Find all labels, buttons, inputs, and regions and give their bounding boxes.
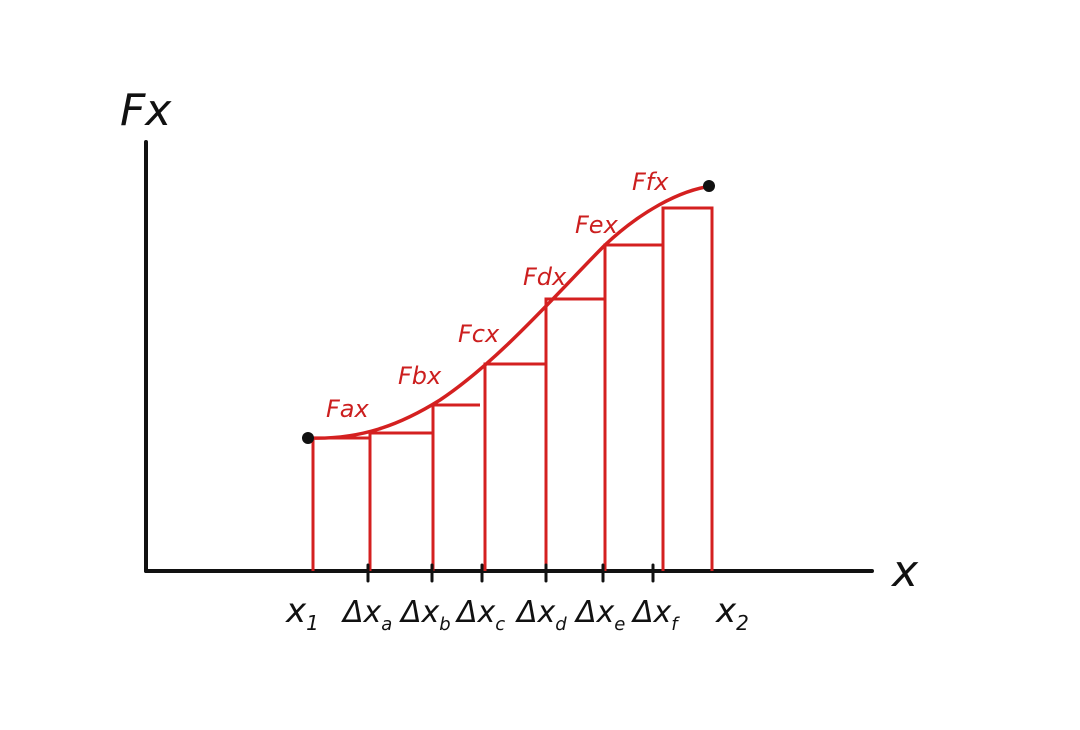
strips-group <box>311 206 714 571</box>
x-end-sub: 2 <box>736 611 749 635</box>
x-start-text: x <box>285 591 307 631</box>
delta-e-text: Δx <box>574 595 615 630</box>
delta-b-sub: b <box>439 614 450 635</box>
delta-c-text: Δx <box>455 595 496 630</box>
delta-label-b: Δxb <box>399 595 451 635</box>
delta-a-sub: a <box>381 614 392 635</box>
strip-e <box>544 297 605 571</box>
strip-f <box>603 243 663 571</box>
x-start-sub: 1 <box>306 611 319 635</box>
start-point <box>302 432 314 444</box>
strip-label-c: Fcx <box>458 320 500 348</box>
strip-g <box>661 206 714 571</box>
delta-d-sub: d <box>555 614 567 635</box>
delta-label-c: Δxc <box>455 595 505 635</box>
strip-a <box>311 436 372 571</box>
x-axis-label: x <box>890 546 919 597</box>
end-point <box>703 180 715 192</box>
strip-label-b: Fbx <box>398 362 442 390</box>
strip-label-d: Fdx <box>523 263 567 291</box>
delta-d-text: Δx <box>515 595 556 630</box>
strip-label-a: Fax <box>326 395 370 423</box>
x-start-label: x1 <box>285 591 319 635</box>
delta-label-d: Δxd <box>515 595 567 635</box>
delta-b-text: Δx <box>399 595 440 630</box>
delta-e-sub: e <box>614 614 625 635</box>
delta-c-sub: c <box>495 614 505 635</box>
delta-f-sub: f <box>671 614 680 635</box>
delta-label-e: Δxe <box>574 595 625 635</box>
y-axis-label: Fx <box>120 85 172 136</box>
delta-label-f: Δxf <box>631 595 680 635</box>
strip-label-f: Ffx <box>632 168 669 196</box>
strip-label-e: Fex <box>575 211 619 239</box>
strip-c <box>431 403 480 571</box>
force-curve <box>306 184 714 440</box>
strip-b <box>368 431 435 571</box>
tick-marks <box>366 563 655 583</box>
delta-a-text: Δx <box>341 595 382 630</box>
delta-label-a: Δxa <box>341 595 392 635</box>
x-end-label: x2 <box>715 591 749 635</box>
x-end-text: x <box>715 591 737 631</box>
strip-d <box>483 362 545 571</box>
delta-f-text: Δx <box>631 595 672 630</box>
